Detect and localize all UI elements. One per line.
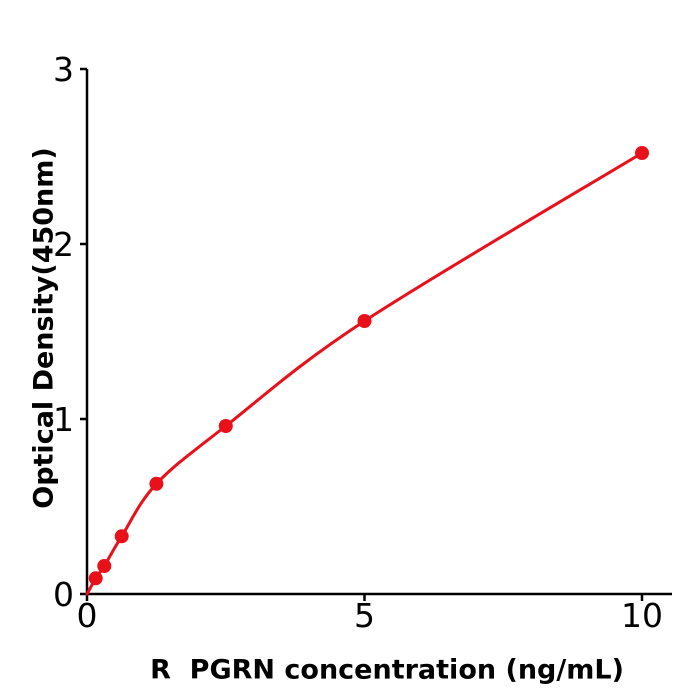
axis-spines [85, 69, 672, 596]
data-point-0.156 [88, 571, 103, 586]
data-point-0.3125 [97, 559, 112, 573]
y-tick-label-2: 2 [53, 225, 74, 264]
y-tick-label-3: 3 [53, 50, 74, 89]
data-point-2.5 [218, 419, 233, 433]
data-point-10 [635, 146, 649, 160]
fit-curve [85, 151, 644, 596]
data-point-1.25 [149, 476, 164, 491]
data-point-0.625 [114, 529, 129, 544]
data-point-5 [357, 314, 372, 328]
x-axis-label: R PGRN concentration (ng/mL) [150, 654, 624, 686]
x-tick-label-10: 10 [621, 596, 663, 635]
y-tick-label-1: 1 [53, 400, 74, 439]
y-tick-label-0: 0 [53, 575, 74, 614]
y-axis-label: Optical Density(450nm) [28, 147, 60, 509]
x-tick-label-5: 5 [354, 596, 375, 635]
x-tick-label-0: 0 [77, 596, 98, 635]
